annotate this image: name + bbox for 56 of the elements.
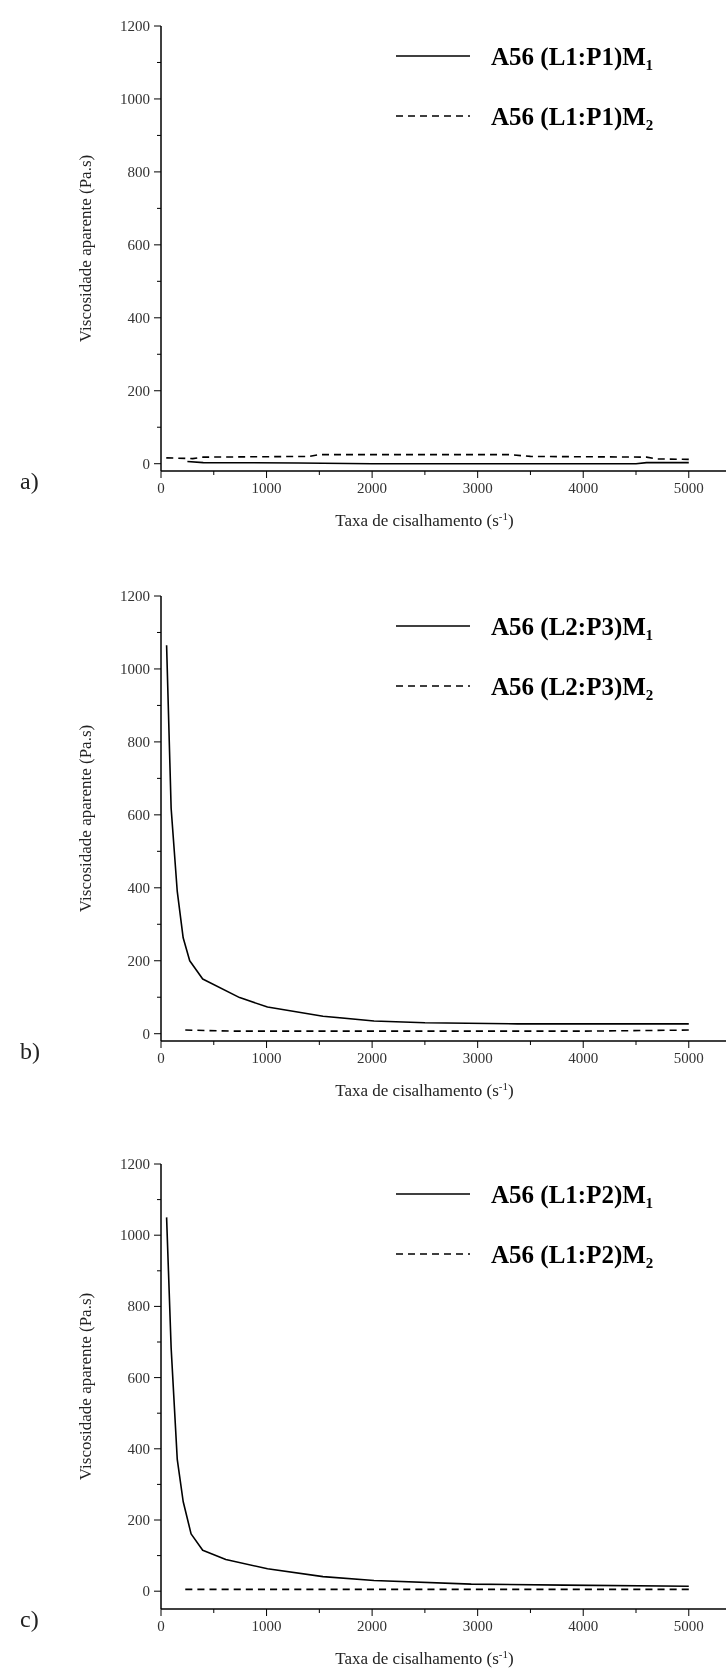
legend-label: A56 (L1:P1)M₁ [491,43,654,71]
y-tick-label: 400 [127,1440,150,1457]
x-axis-title: Taxa de cisalhamento (s$^{-1}$) [335,1648,514,1668]
y-tick-label: 0 [142,1583,150,1600]
y-axis-title: Viscosidade aparente (Pa.s) [76,1292,95,1481]
legend-label: A56 (L1:P2)M₁ [491,1181,654,1209]
y-tick-label: 1000 [120,90,150,107]
x-tick-label: 1000 [251,1618,282,1634]
y-tick-label: 200 [127,382,150,399]
x-tick-label: 5000 [673,1050,704,1066]
x-tick-label: 4000 [568,1050,599,1066]
y-tick-label: 800 [127,163,150,180]
y-tick-label: 1200 [120,588,150,604]
x-tick-label: 2000 [357,480,388,496]
x-axis-title: Taxa de cisalhamento (s$^{-1}$) [335,510,514,530]
x-tick-label: 5000 [673,1618,704,1634]
legend-label: A56 (L1:P1)M₂ [491,103,654,131]
line-series [165,644,690,1025]
x-tick-label: 0 [157,1050,165,1066]
y-tick-label: 1200 [120,18,150,34]
y-tick-label: 0 [142,1025,150,1042]
y-tick-label: 0 [142,455,150,472]
x-tick-label: 0 [157,480,165,496]
legend-label: A56 (L2:P3)M₁ [491,613,654,641]
y-tick-label: 800 [127,733,150,750]
x-tick-label: 3000 [462,1618,493,1634]
x-tick-label: 0 [157,1618,165,1634]
x-tick-label: 5000 [673,480,704,496]
y-tick-label: 400 [127,879,150,896]
y-tick-label: 1000 [120,1227,150,1244]
x-tick-label: 2000 [357,1050,388,1066]
y-tick-label: 600 [127,806,150,823]
y-tick-label: 200 [127,1512,150,1528]
y-tick-label: 1200 [120,1156,150,1172]
x-tick-label: 1000 [251,480,282,496]
y-tick-label: 1000 [120,660,150,677]
x-tick-label: 3000 [462,480,493,496]
y-axis-title: Viscosidade aparente (Pa.s) [76,724,95,913]
x-tick-label: 4000 [568,480,599,496]
text: a) [20,468,39,494]
text: b) [20,1038,40,1064]
x-tick-label: 2000 [357,1618,388,1634]
x-tick-label: 3000 [462,1050,493,1066]
y-tick-label: 400 [127,309,150,326]
line-series [165,1216,690,1588]
x-tick-label: 1000 [251,1050,282,1066]
y-tick-label: 200 [127,952,150,969]
y-tick-label: 600 [127,236,150,253]
y-axis-title: Viscosidade aparente (Pa.s) [76,154,95,343]
text: c) [20,1606,39,1632]
legend-label: A56 (L1:P2)M₂ [491,1241,654,1269]
y-tick-label: 600 [127,1369,150,1386]
legend-label: A56 (L2:P3)M₂ [491,673,654,701]
x-tick-label: 4000 [568,1618,599,1634]
y-tick-label: 800 [127,1298,150,1315]
x-axis-title: Taxa de cisalhamento (s$^{-1}$) [335,1080,514,1100]
